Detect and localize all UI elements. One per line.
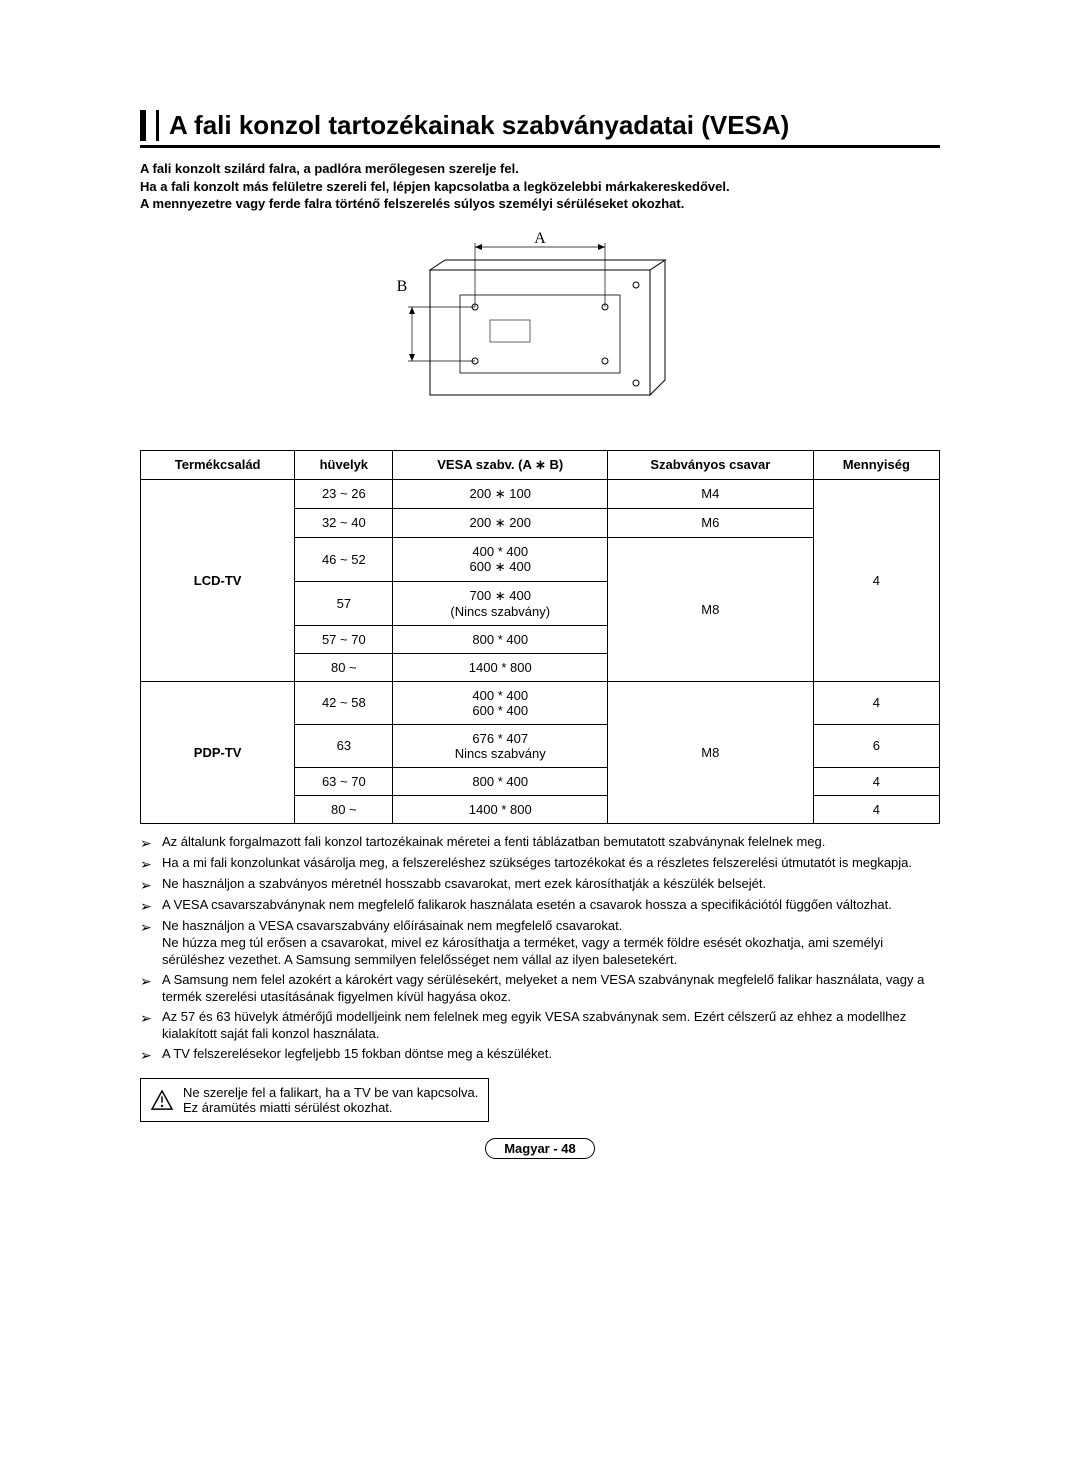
notes-list: ➢Az általunk forgalmazott fali konzol ta… <box>140 834 940 1064</box>
col-screw: Szabványos csavar <box>608 450 814 479</box>
cell-inches: 57 ~ 70 <box>295 625 393 653</box>
arrow-icon: ➢ <box>140 1046 162 1064</box>
cell-qty: 4 <box>813 767 939 795</box>
note-item: ➢A TV felszerelésekor legfeljebb 15 fokb… <box>140 1046 940 1064</box>
table-row: PDP-TV 42 ~ 58 400 * 400 600 * 400 M8 4 <box>141 681 940 724</box>
warning-text: Ne szerelje fel a falikart, ha a TV be v… <box>183 1085 478 1115</box>
cell-vesa: 700 ∗ 400 (Nincs szabvány) <box>393 581 608 625</box>
cell-vesa: 400 * 400 600 ∗ 400 <box>393 537 608 581</box>
intro-line-2: Ha a fali konzolt más felületre szereli … <box>140 178 940 196</box>
cell-vesa: 200 ∗ 100 <box>393 479 608 508</box>
arrow-icon: ➢ <box>140 972 162 1006</box>
arrow-icon: ➢ <box>140 897 162 915</box>
cell-vesa: 800 * 400 <box>393 767 608 795</box>
warning-icon <box>151 1090 173 1110</box>
intro-text: A fali konzolt szilárd falra, a padlóra … <box>140 160 940 213</box>
arrow-icon: ➢ <box>140 918 162 969</box>
cell-inches: 46 ~ 52 <box>295 537 393 581</box>
note-text: A TV felszerelésekor legfeljebb 15 fokba… <box>162 1046 940 1064</box>
cell-vesa: 200 ∗ 200 <box>393 508 608 537</box>
cell-inches: 57 <box>295 581 393 625</box>
note-text: Az általunk forgalmazott fali konzol tar… <box>162 834 940 852</box>
cell-inches: 42 ~ 58 <box>295 681 393 724</box>
cell-qty: 6 <box>813 724 939 767</box>
note-item: ➢Az 57 és 63 hüvelyk átmérőjű modelljein… <box>140 1009 940 1043</box>
page-footer: Magyar - 48 <box>140 1138 940 1159</box>
cell-vesa: 676 * 407 Nincs szabvány <box>393 724 608 767</box>
diagram-label-a: A <box>534 230 546 247</box>
arrow-icon: ➢ <box>140 1009 162 1043</box>
cell-family: LCD-TV <box>141 479 295 681</box>
arrow-icon: ➢ <box>140 876 162 894</box>
table-row: LCD-TV 23 ~ 26 200 ∗ 100 M4 4 <box>141 479 940 508</box>
cell-screw: M4 <box>608 479 814 508</box>
warning-box: Ne szerelje fel a falikart, ha a TV be v… <box>140 1078 489 1122</box>
note-text: Ne használjon a szabványos méretnél hoss… <box>162 876 940 894</box>
col-inches: hüvelyk <box>295 450 393 479</box>
diagram-label-b: B <box>397 278 408 295</box>
vesa-diagram: A B <box>140 225 940 430</box>
page-title: A fali konzol tartozékainak szabványadat… <box>169 110 940 141</box>
col-vesa: VESA szabv. (A ∗ B) <box>393 450 608 479</box>
col-qty: Mennyiség <box>813 450 939 479</box>
note-item: ➢Az általunk forgalmazott fali konzol ta… <box>140 834 940 852</box>
note-item: ➢Ha a mi fali konzolunkat vásárolja meg,… <box>140 855 940 873</box>
footer-label: Magyar - 48 <box>485 1138 595 1159</box>
cell-inches: 63 ~ 70 <box>295 767 393 795</box>
cell-qty: 4 <box>813 795 939 823</box>
note-text: Ne használjon a VESA csavarszabvány előí… <box>162 918 940 969</box>
intro-line-3: A mennyezetre vagy ferde falra történő f… <box>140 195 940 213</box>
spec-table: Termékcsalád hüvelyk VESA szabv. (A ∗ B)… <box>140 450 940 824</box>
note-text: A VESA csavarszabványnak nem megfelelő f… <box>162 897 940 915</box>
cell-inches: 32 ~ 40 <box>295 508 393 537</box>
cell-vesa: 400 * 400 600 * 400 <box>393 681 608 724</box>
note-text: A Samsung nem felel azokért a károkért v… <box>162 972 940 1006</box>
cell-inches: 63 <box>295 724 393 767</box>
cell-vesa: 1400 * 800 <box>393 795 608 823</box>
cell-inches: 80 ~ <box>295 653 393 681</box>
note-item: ➢Ne használjon a VESA csavarszabvány elő… <box>140 918 940 969</box>
cell-vesa: 800 * 400 <box>393 625 608 653</box>
cell-screw: M8 <box>608 537 814 681</box>
cell-qty: 4 <box>813 479 939 681</box>
cell-family: PDP-TV <box>141 681 295 823</box>
cell-screw: M6 <box>608 508 814 537</box>
arrow-icon: ➢ <box>140 834 162 852</box>
note-text: Ha a mi fali konzolunkat vásárolja meg, … <box>162 855 940 873</box>
title-block: A fali konzol tartozékainak szabványadat… <box>140 110 940 141</box>
cell-inches: 80 ~ <box>295 795 393 823</box>
note-item: ➢A Samsung nem felel azokért a károkért … <box>140 972 940 1006</box>
title-rule <box>140 145 940 148</box>
cell-screw: M8 <box>608 681 814 823</box>
diagram-svg: A B <box>390 225 690 425</box>
note-text: Az 57 és 63 hüvelyk átmérőjű modelljeink… <box>162 1009 940 1043</box>
note-item: ➢Ne használjon a szabványos méretnél hos… <box>140 876 940 894</box>
col-family: Termékcsalád <box>141 450 295 479</box>
cell-vesa: 1400 * 800 <box>393 653 608 681</box>
arrow-icon: ➢ <box>140 855 162 873</box>
note-item: ➢A VESA csavarszabványnak nem megfelelő … <box>140 897 940 915</box>
cell-inches: 23 ~ 26 <box>295 479 393 508</box>
intro-line-1: A fali konzolt szilárd falra, a padlóra … <box>140 160 940 178</box>
cell-qty: 4 <box>813 681 939 724</box>
